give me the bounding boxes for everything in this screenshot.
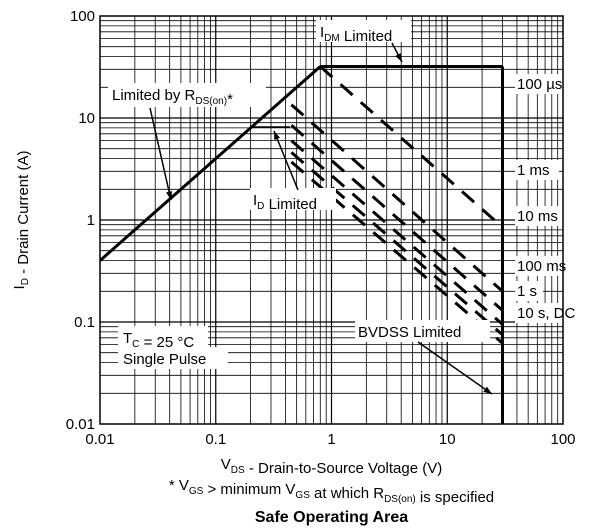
y-tick-label: 1	[87, 212, 95, 229]
curve-label-bg	[515, 303, 585, 323]
tick-labels: 0.01 0.1 1 10 100 0.01 0.1 1 10 100	[66, 8, 576, 448]
rds-arrow-head	[166, 191, 173, 200]
y-tick-label: 0.01	[66, 416, 95, 433]
plot-frame	[99, 15, 564, 425]
idm-label-bg	[316, 20, 411, 42]
x-tick-label: 1	[327, 431, 335, 448]
curve-label-bg	[515, 160, 559, 180]
curve-label: 1 s	[517, 283, 537, 300]
x-tick-label: 10	[439, 431, 456, 448]
curve-label: 100 ms	[517, 258, 566, 275]
bvdss-arrow-head	[483, 386, 492, 394]
series-line	[319, 65, 504, 229]
id-label-bg	[250, 188, 336, 210]
series-line	[290, 103, 504, 293]
x-tick-label: 0.1	[205, 431, 226, 448]
tc-label-bg	[118, 326, 208, 348]
pulse-label-bg	[118, 347, 228, 369]
bvdss-arrow	[417, 341, 493, 395]
y-tick-label: 100	[70, 8, 95, 25]
idm-arrow-head	[395, 53, 402, 62]
chart-title: Safe Operating Area	[255, 509, 408, 526]
x-tick-label: 0.01	[85, 431, 114, 448]
x-tick-label: 100	[550, 431, 575, 448]
pulse-label: Single Pulse	[123, 351, 206, 368]
tc-label: TC = 25 °C	[123, 330, 194, 351]
bvdss-label-bg	[355, 320, 490, 342]
bvdss-label: BVDSS Limited	[358, 324, 461, 341]
curve-label: 10 s, DC	[517, 305, 576, 322]
series-line	[290, 151, 504, 336]
series-group	[99, 65, 504, 424]
id-arrow	[273, 130, 299, 191]
series-line	[290, 139, 504, 326]
series-line	[290, 160, 504, 345]
curve-label: 1 ms	[517, 162, 550, 179]
curve-label-bg	[515, 74, 576, 94]
curve-label: 100 µs	[517, 76, 562, 93]
rds-label: Limited by RDS(on)*	[112, 87, 233, 108]
curve-label-bg	[515, 206, 567, 226]
curve-label: 10 ms	[517, 208, 558, 225]
id-arrow-head	[274, 131, 280, 140]
rds-label-bg	[108, 83, 266, 107]
y-axis-label: ID - Drain Current (A)	[11, 151, 32, 290]
x-axis-label: VDS - Drain-to-Source Voltage (V)	[221, 456, 443, 477]
series-line	[290, 124, 504, 312]
id-label: ID Limited	[253, 192, 317, 213]
rds-arrow	[149, 107, 172, 201]
axis-labels: VDS - Drain-to-Source Voltage (V)* VGS >…	[11, 151, 494, 526]
curve-label-bg	[515, 281, 543, 301]
y-tick-label: 10	[78, 110, 95, 127]
y-tick-label: 0.1	[74, 314, 95, 331]
curve-label-bg	[515, 256, 581, 276]
idm-label: IDM Limited	[320, 24, 392, 45]
annotations: IDM Limited Limited by RDS(on)* ID Limited…	[108, 20, 585, 395]
series-line	[99, 65, 322, 262]
footnote: * VGS > minimum VGS at which RDS(on) is …	[169, 477, 494, 506]
